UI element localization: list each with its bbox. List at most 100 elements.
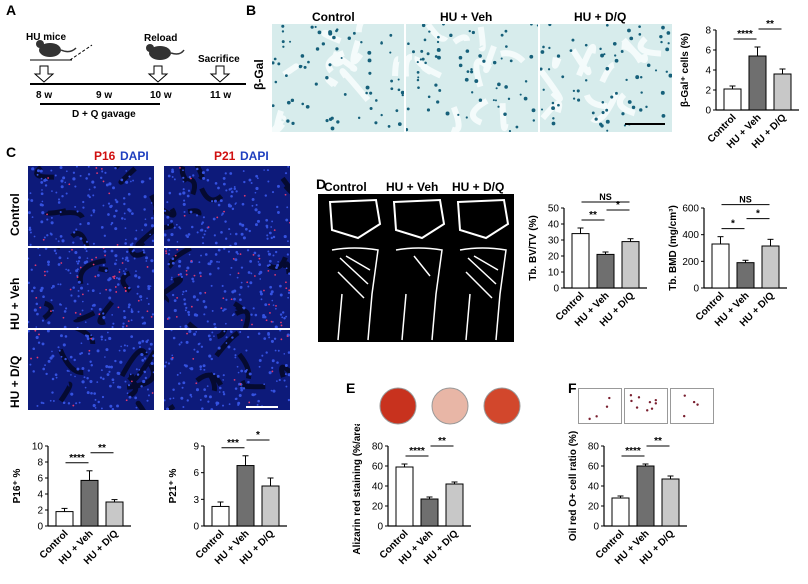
well-control <box>379 387 417 425</box>
y-tick-label: 40 <box>548 220 560 231</box>
row-label-control: Control <box>8 193 22 236</box>
row-label-hu-dq: HU + D/Q <box>8 355 22 408</box>
bgal-image-control <box>272 24 404 132</box>
y-tick-label: 4 <box>705 66 711 77</box>
y-tick-label: 60 <box>588 462 600 473</box>
y-tick-label: 20 <box>372 502 384 513</box>
bar <box>736 262 755 289</box>
oil-red-image-hu-dq <box>670 388 714 424</box>
bar <box>661 478 680 527</box>
y-tick-label: 600 <box>682 204 699 215</box>
scale-bar <box>246 406 278 408</box>
bar <box>723 88 742 111</box>
mouse-icon-reload <box>146 44 185 60</box>
row-label-hu-veh: HU + Veh <box>8 277 22 330</box>
y-tick-label: 0 <box>705 106 711 117</box>
bar <box>55 511 74 527</box>
y-tick-label: 0 <box>193 522 199 533</box>
p16-title: P16 <box>94 149 116 163</box>
gavage-label: D + Q gavage <box>72 109 136 120</box>
significance-label: NS <box>739 195 752 205</box>
oil-red-image-hu-veh <box>624 388 668 424</box>
y-tick-label: 20 <box>548 252 560 263</box>
y-tick-label: 0 <box>553 284 559 295</box>
bar <box>636 465 655 527</box>
y-axis-label: Tb. BMD (mg/cm³) <box>668 205 679 291</box>
y-tick-label: 80 <box>588 442 600 453</box>
panel-c-titles: P16 DAPI P21 DAPI <box>94 149 269 163</box>
scale-bar <box>625 123 665 125</box>
y-tick-label: 20 <box>588 502 600 513</box>
if-image-p21-hu-veh <box>164 248 290 328</box>
bar <box>236 465 255 527</box>
panel-letter-f: F <box>568 380 577 396</box>
if-image-p21-control <box>164 166 290 246</box>
y-tick-label: 200 <box>682 257 699 268</box>
y-tick-label: 80 <box>372 442 384 453</box>
significance-label: ** <box>654 436 662 447</box>
significance-label: ** <box>766 19 774 30</box>
if-image-p16-hu-dq <box>28 330 154 410</box>
bgal-image-hu-veh <box>406 24 538 132</box>
arrow-down-icon <box>147 65 169 83</box>
col-header-hu-veh: HU + Veh <box>440 10 493 24</box>
y-axis-label: P16⁺ % <box>12 469 23 504</box>
y-tick-label: 8 <box>705 26 711 37</box>
arrow-down-icon <box>209 65 231 83</box>
bar <box>611 497 630 527</box>
bar <box>395 466 414 527</box>
panel-letter-e: E <box>346 380 356 396</box>
ct-header-hu-veh: HU + Veh <box>386 180 439 194</box>
bar <box>748 55 767 111</box>
ct-header-control: Control <box>324 180 367 194</box>
bar <box>596 253 615 289</box>
y-tick-label: 30 <box>548 236 560 247</box>
significance-label: **** <box>737 29 753 40</box>
significance-label: NS <box>599 192 612 202</box>
hu-mice-label: HU mice <box>26 32 66 43</box>
significance-label: ** <box>98 443 106 454</box>
y-tick-label: 40 <box>588 482 600 493</box>
bar <box>621 241 640 289</box>
well-hu-dq <box>483 387 521 425</box>
y-tick-label: 8 <box>37 458 43 469</box>
significance-label: *** <box>227 438 239 449</box>
panel-letter-d: D <box>316 176 327 192</box>
y-tick-label: 6 <box>193 468 199 479</box>
bgal-image-hu-dq <box>540 24 672 132</box>
microct-image <box>318 194 514 342</box>
alizarin-wells <box>379 387 521 425</box>
bgal-row-label: β-Gal <box>252 59 266 90</box>
y-tick-label: 10 <box>548 268 560 279</box>
y-tick-label: 9 <box>193 442 199 453</box>
y-tick-label: 60 <box>372 462 384 473</box>
y-tick-label: 2 <box>37 506 43 517</box>
significance-label: * <box>256 430 260 441</box>
y-tick-label: 50 <box>548 204 560 215</box>
y-axis-label: P21⁺ % <box>168 469 179 504</box>
y-tick-label: 0 <box>377 522 383 533</box>
y-tick-label: 0 <box>37 522 43 533</box>
y-tick-label: 0 <box>593 522 599 533</box>
sacrifice-label: Sacrifice <box>198 54 240 65</box>
y-tick-label: 400 <box>682 230 699 241</box>
arrow-down-icon <box>33 65 55 83</box>
reload-label: Reload <box>144 33 177 44</box>
y-tick-label: 3 <box>193 495 199 506</box>
well-hu-veh <box>431 387 469 425</box>
bar <box>711 243 730 289</box>
dapi-title: DAPI <box>120 149 149 163</box>
col-header-hu-dq: HU + D/Q <box>574 10 627 24</box>
bar <box>261 485 280 527</box>
panel-letter-b: B <box>246 2 257 18</box>
microct-render <box>328 198 510 341</box>
bar <box>211 505 230 527</box>
week-8: 8 w <box>36 90 52 101</box>
y-tick-label: 40 <box>372 482 384 493</box>
significance-label: **** <box>625 446 641 457</box>
